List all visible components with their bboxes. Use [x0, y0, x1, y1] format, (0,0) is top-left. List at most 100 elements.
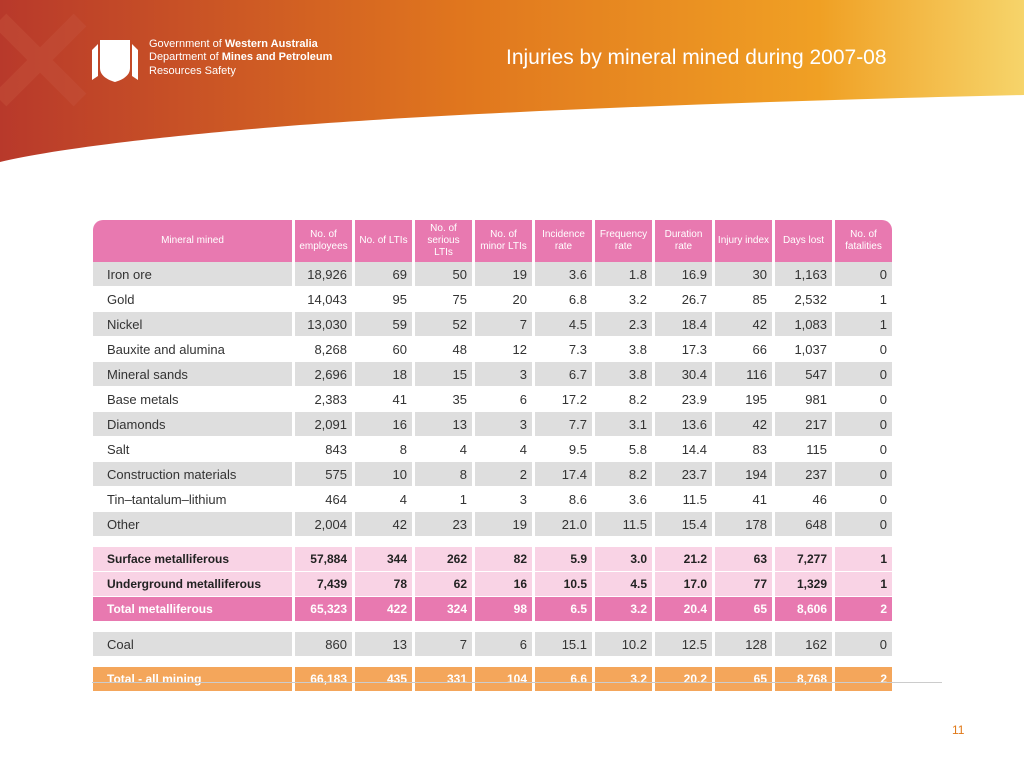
- header-background: [0, 0, 1024, 162]
- table-row: Nickel 13,030 59 52 7 4.5 2.3 18.4 42 1,083 1: [93, 312, 892, 337]
- cell: 20: [475, 287, 532, 312]
- cell: 11.5: [595, 512, 652, 537]
- org-line: Government of Western Australia: [149, 38, 318, 51]
- cell: 21.2: [655, 547, 712, 572]
- cell: 104: [475, 667, 532, 692]
- cell: 15.1: [535, 632, 592, 657]
- page-number: 11: [952, 723, 965, 737]
- cell: 3.0: [595, 547, 652, 572]
- cell: 7.3: [535, 337, 592, 362]
- cell: 0: [835, 512, 892, 537]
- cell: Base metals: [93, 387, 292, 412]
- cell: 13: [415, 412, 472, 437]
- cell: 19: [475, 512, 532, 537]
- cell: 66: [715, 337, 772, 362]
- division: Resources Safety: [149, 65, 236, 77]
- cell: Salt: [93, 437, 292, 462]
- cell: 648: [775, 512, 832, 537]
- cell: 4: [415, 437, 472, 462]
- cell: 65: [715, 597, 772, 622]
- table-row: Salt 843 8 4 4 9.5 5.8 14.4 83 115 0: [93, 437, 892, 462]
- cell: 13,030: [295, 312, 352, 337]
- cell: Tin–tantalum–lithium: [93, 487, 292, 512]
- cell: 23.9: [655, 387, 712, 412]
- table-row: Coal 860 13 7 6 15.1 10.2 12.5 128 162 0: [93, 632, 892, 657]
- spacer: [93, 622, 892, 632]
- cell: 10.2: [595, 632, 652, 657]
- cell: 46: [775, 487, 832, 512]
- cell: 12.5: [655, 632, 712, 657]
- cell: 1,083: [775, 312, 832, 337]
- cell: 4: [355, 487, 412, 512]
- cell: Bauxite and alumina: [93, 337, 292, 362]
- cell: 6: [475, 387, 532, 412]
- cell: 324: [415, 597, 472, 622]
- table-row: Base metals 2,383 41 35 6 17.2 8.2 23.9 195 981 0: [93, 387, 892, 412]
- cell: 10: [355, 462, 412, 487]
- cell: Mineral sands: [93, 362, 292, 387]
- cell: 19: [475, 262, 532, 287]
- dept-line: Department of Mines and Petroleum: [149, 51, 332, 64]
- column-header: Frequency rate: [595, 220, 652, 262]
- cell: 3: [475, 362, 532, 387]
- cell: 42: [715, 412, 772, 437]
- cell: 237: [775, 462, 832, 487]
- cell: 23.7: [655, 462, 712, 487]
- cell: 0: [835, 337, 892, 362]
- cell: 8,768: [775, 667, 832, 692]
- cell: 10.5: [535, 572, 592, 597]
- swoosh: [0, 0, 1024, 162]
- cell: 194: [715, 462, 772, 487]
- cell: 52: [415, 312, 472, 337]
- column-header: Mineral mined: [93, 220, 292, 262]
- text: Department of: [149, 51, 222, 63]
- cell: 0: [835, 437, 892, 462]
- cell: 21.0: [535, 512, 592, 537]
- rule: [92, 682, 942, 683]
- cell: 8,606: [775, 597, 832, 622]
- cell: 7.7: [535, 412, 592, 437]
- cell: Diamonds: [93, 412, 292, 437]
- cell: 217: [775, 412, 832, 437]
- cell: 8: [355, 437, 412, 462]
- cell: 16: [355, 412, 412, 437]
- spacer: [93, 657, 892, 667]
- cell: 3.6: [535, 262, 592, 287]
- cell: 8.2: [595, 462, 652, 487]
- text: Western Australia: [224, 38, 318, 50]
- cell: 8.2: [595, 387, 652, 412]
- cell: Construction materials: [93, 462, 292, 487]
- cell: Total - all mining: [93, 667, 292, 692]
- cell: 17.0: [655, 572, 712, 597]
- pattern: [0, 13, 87, 107]
- text: Mines and Petroleum: [221, 51, 333, 63]
- cell: 8,268: [295, 337, 352, 362]
- cell: 195: [715, 387, 772, 412]
- cell: 575: [295, 462, 352, 487]
- cell: 18.4: [655, 312, 712, 337]
- cell: 3.2: [595, 287, 652, 312]
- cell: 6.6: [535, 667, 592, 692]
- cell: 2: [835, 597, 892, 622]
- cell: 82: [475, 547, 532, 572]
- cell: 95: [355, 287, 412, 312]
- cell: 60: [355, 337, 412, 362]
- cell: 2,532: [775, 287, 832, 312]
- cell: 262: [415, 547, 472, 572]
- cell: 14,043: [295, 287, 352, 312]
- cell: 422: [355, 597, 412, 622]
- cell: 2: [835, 667, 892, 692]
- cell: 6.5: [535, 597, 592, 622]
- cell: 0: [835, 632, 892, 657]
- cell: 4: [475, 437, 532, 462]
- cell: 2.3: [595, 312, 652, 337]
- cell: 17.4: [535, 462, 592, 487]
- crest: [92, 40, 138, 82]
- cell: 30.4: [655, 362, 712, 387]
- cell: 0: [835, 462, 892, 487]
- table-row: Mineral sands 2,696 18 15 3 6.7 3.8 30.4 116 547 0: [93, 362, 892, 387]
- cell: 5.9: [535, 547, 592, 572]
- cell: 344: [355, 547, 412, 572]
- cell: 843: [295, 437, 352, 462]
